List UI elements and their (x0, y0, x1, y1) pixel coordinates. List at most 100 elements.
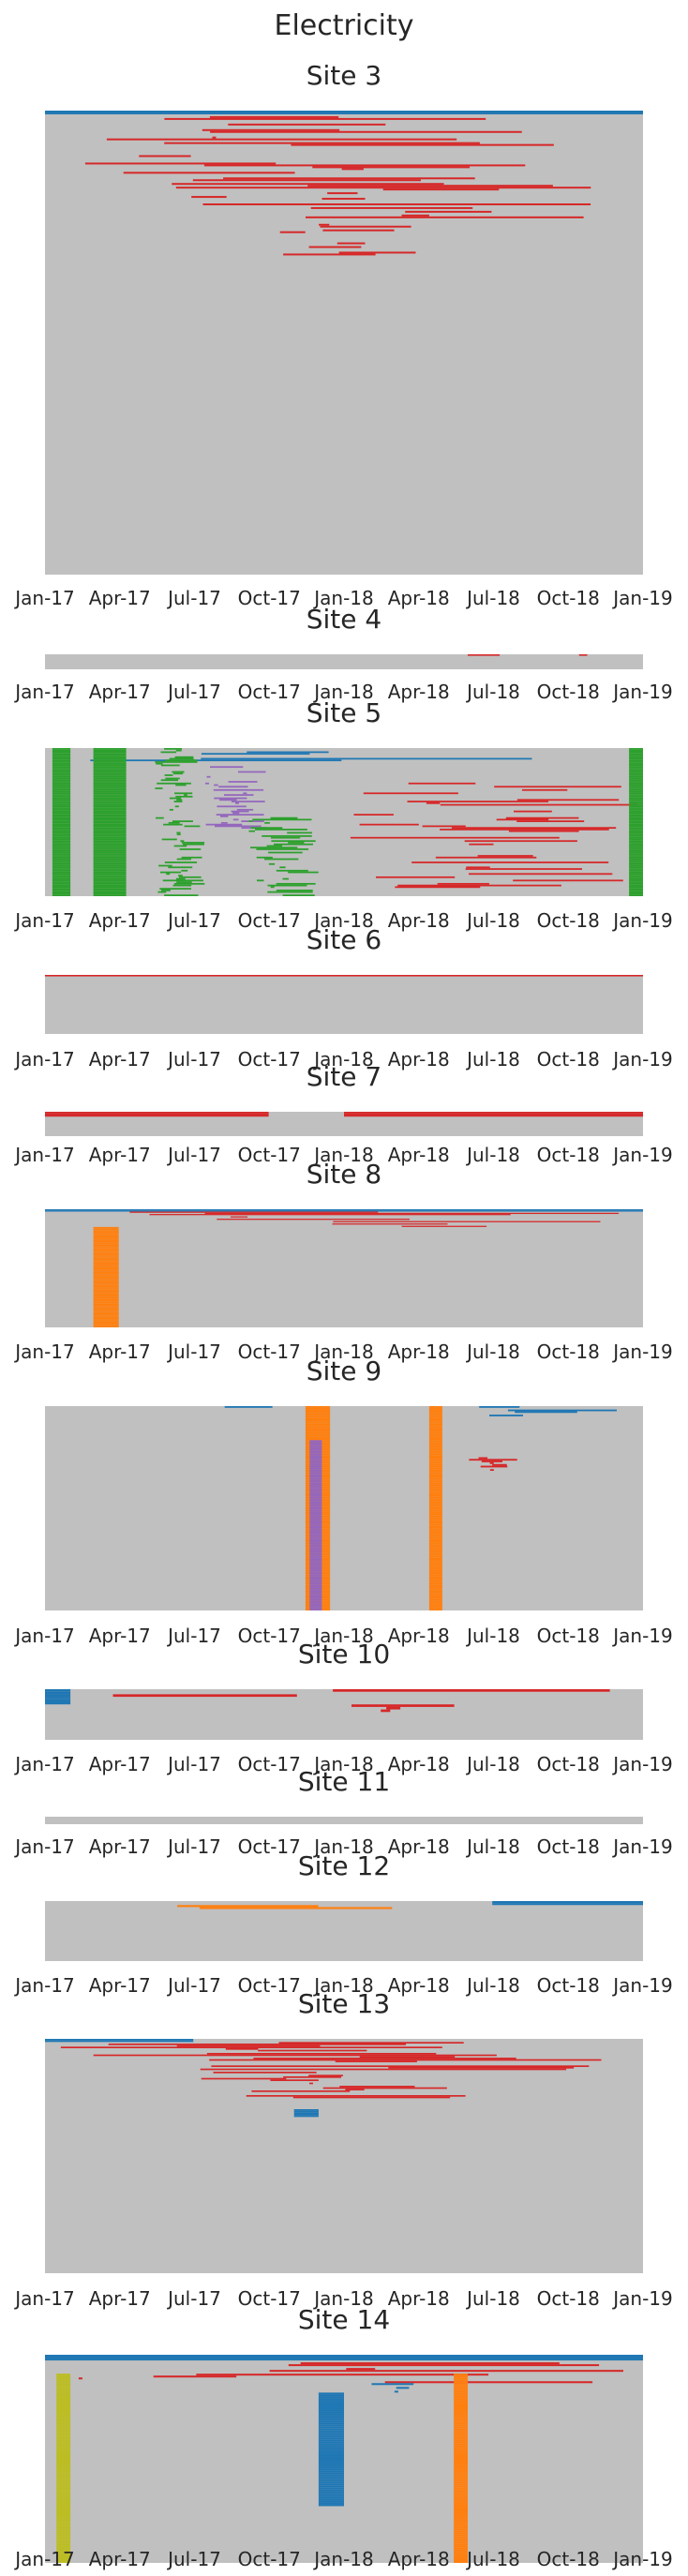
heatmap-cell (56, 2411, 71, 2414)
heatmap-cell (454, 2476, 468, 2479)
heatmap-cell (514, 810, 552, 813)
heatmap-cell (454, 2483, 468, 2486)
heatmap-cell (428, 1517, 442, 1519)
heatmap-cell (305, 1423, 331, 1425)
heatmap-cell (318, 2392, 344, 2395)
heatmap-cell (428, 1506, 442, 1508)
heatmap-cell (52, 823, 71, 826)
heatmap-cell (93, 888, 127, 890)
heatmap-cell (428, 1448, 442, 1451)
heatmap-cell (169, 757, 194, 760)
heatmap-cell (629, 879, 643, 882)
heatmap-cell (454, 2549, 468, 2552)
heatmap-cell (322, 198, 366, 201)
heatmap-cell (155, 787, 163, 789)
panel-title: Site 14 (297, 2304, 391, 2335)
heatmap-cell (309, 1520, 322, 1522)
x-tick-label: Jan-19 (613, 1144, 673, 1166)
heatmap-cell (454, 2404, 468, 2406)
heatmap-cell (318, 2426, 344, 2429)
heatmap-cell (90, 759, 342, 762)
heatmap-cell (157, 782, 191, 785)
heatmap-cell (428, 1467, 442, 1470)
heatmap-cell (309, 1446, 322, 1449)
heatmap-cell (218, 786, 248, 788)
heatmap-cell (52, 877, 71, 880)
heatmap-cell (56, 2491, 71, 2494)
heatmap-cell (274, 843, 313, 846)
heatmap-cell (56, 2543, 71, 2546)
heatmap-cell (381, 1709, 391, 1713)
heatmap-cell (267, 884, 307, 887)
heatmap-cell (309, 1584, 322, 1587)
heatmap-cell (93, 1316, 119, 1318)
x-tick-label: Jan-17 (15, 909, 75, 932)
heatmap-cell (155, 761, 198, 763)
heatmap-background (45, 654, 643, 669)
heatmap-cell (93, 1297, 119, 1299)
heatmap-cell (164, 894, 199, 896)
heatmap-cell (309, 1573, 322, 1575)
heatmap-cell (454, 2541, 468, 2544)
heatmap-cell (93, 787, 127, 789)
heatmap-cell (318, 2428, 344, 2431)
heatmap-cell (305, 1421, 331, 1424)
heatmap-cell (93, 1236, 119, 1238)
heatmap-cell (93, 1262, 119, 1264)
heatmap-cell (468, 654, 501, 656)
heatmap-cell (172, 183, 444, 186)
heatmap-cell (428, 1563, 442, 1565)
heatmap-cell (318, 2422, 344, 2425)
heatmap-cell (205, 782, 209, 785)
heatmap-cell (454, 2396, 468, 2399)
heatmap-cell (268, 851, 303, 854)
heatmap-cell (309, 1574, 322, 1577)
heatmap-cell (93, 1319, 119, 1321)
heatmap-cell (629, 771, 643, 773)
heatmap-cell (629, 851, 643, 854)
heatmap-cell (629, 762, 643, 765)
heatmap-cell (318, 2498, 344, 2501)
heatmap-cell (179, 848, 202, 850)
heatmap-cell (93, 818, 127, 821)
heatmap-cell (93, 816, 127, 819)
heatmap-cell (93, 875, 127, 876)
heatmap-cell (45, 1691, 71, 1695)
heatmap-cell (310, 206, 473, 209)
heatmap-cell (250, 846, 298, 849)
heatmap-cell (454, 2459, 468, 2462)
heatmap-cell (93, 1273, 119, 1275)
x-tick-label: Apr-17 (88, 1144, 151, 1166)
heatmap-cell (52, 864, 71, 867)
heatmap-cell (93, 879, 127, 882)
x-tick-label: Oct-17 (237, 2548, 301, 2570)
heatmap-cell (93, 1251, 119, 1253)
heatmap-cell (93, 822, 127, 824)
heatmap-cell (629, 840, 643, 843)
heatmap-cell (454, 2454, 468, 2457)
heatmap-cell (309, 1488, 322, 1490)
heatmap-cell (93, 851, 127, 854)
heatmap-cell (428, 1540, 442, 1543)
heatmap-cell (52, 769, 71, 771)
heatmap-cell (253, 2058, 516, 2059)
heatmap-cell (56, 2402, 71, 2404)
heatmap-cell (318, 2491, 344, 2494)
heatmap-cell (206, 775, 211, 778)
heatmap-cell (93, 1253, 119, 1256)
x-tick-label: Oct-17 (237, 1048, 301, 1071)
heatmap-cell (52, 757, 71, 760)
heatmap-cell (305, 1424, 331, 1427)
heatmap-cell (454, 2392, 468, 2395)
heatmap-cell (213, 2072, 317, 2074)
heatmap-cell (93, 757, 127, 760)
heatmap-cell (629, 877, 643, 880)
heatmap-cell (309, 1565, 322, 1568)
heatmap-cell (309, 1475, 322, 1478)
heatmap-cell (176, 881, 192, 883)
heatmap-cell (309, 1503, 322, 1505)
heatmap-cell (93, 861, 127, 863)
heatmap-cell (309, 1496, 322, 1499)
heatmap-cell (318, 2489, 344, 2492)
heatmap-cell (228, 781, 258, 783)
